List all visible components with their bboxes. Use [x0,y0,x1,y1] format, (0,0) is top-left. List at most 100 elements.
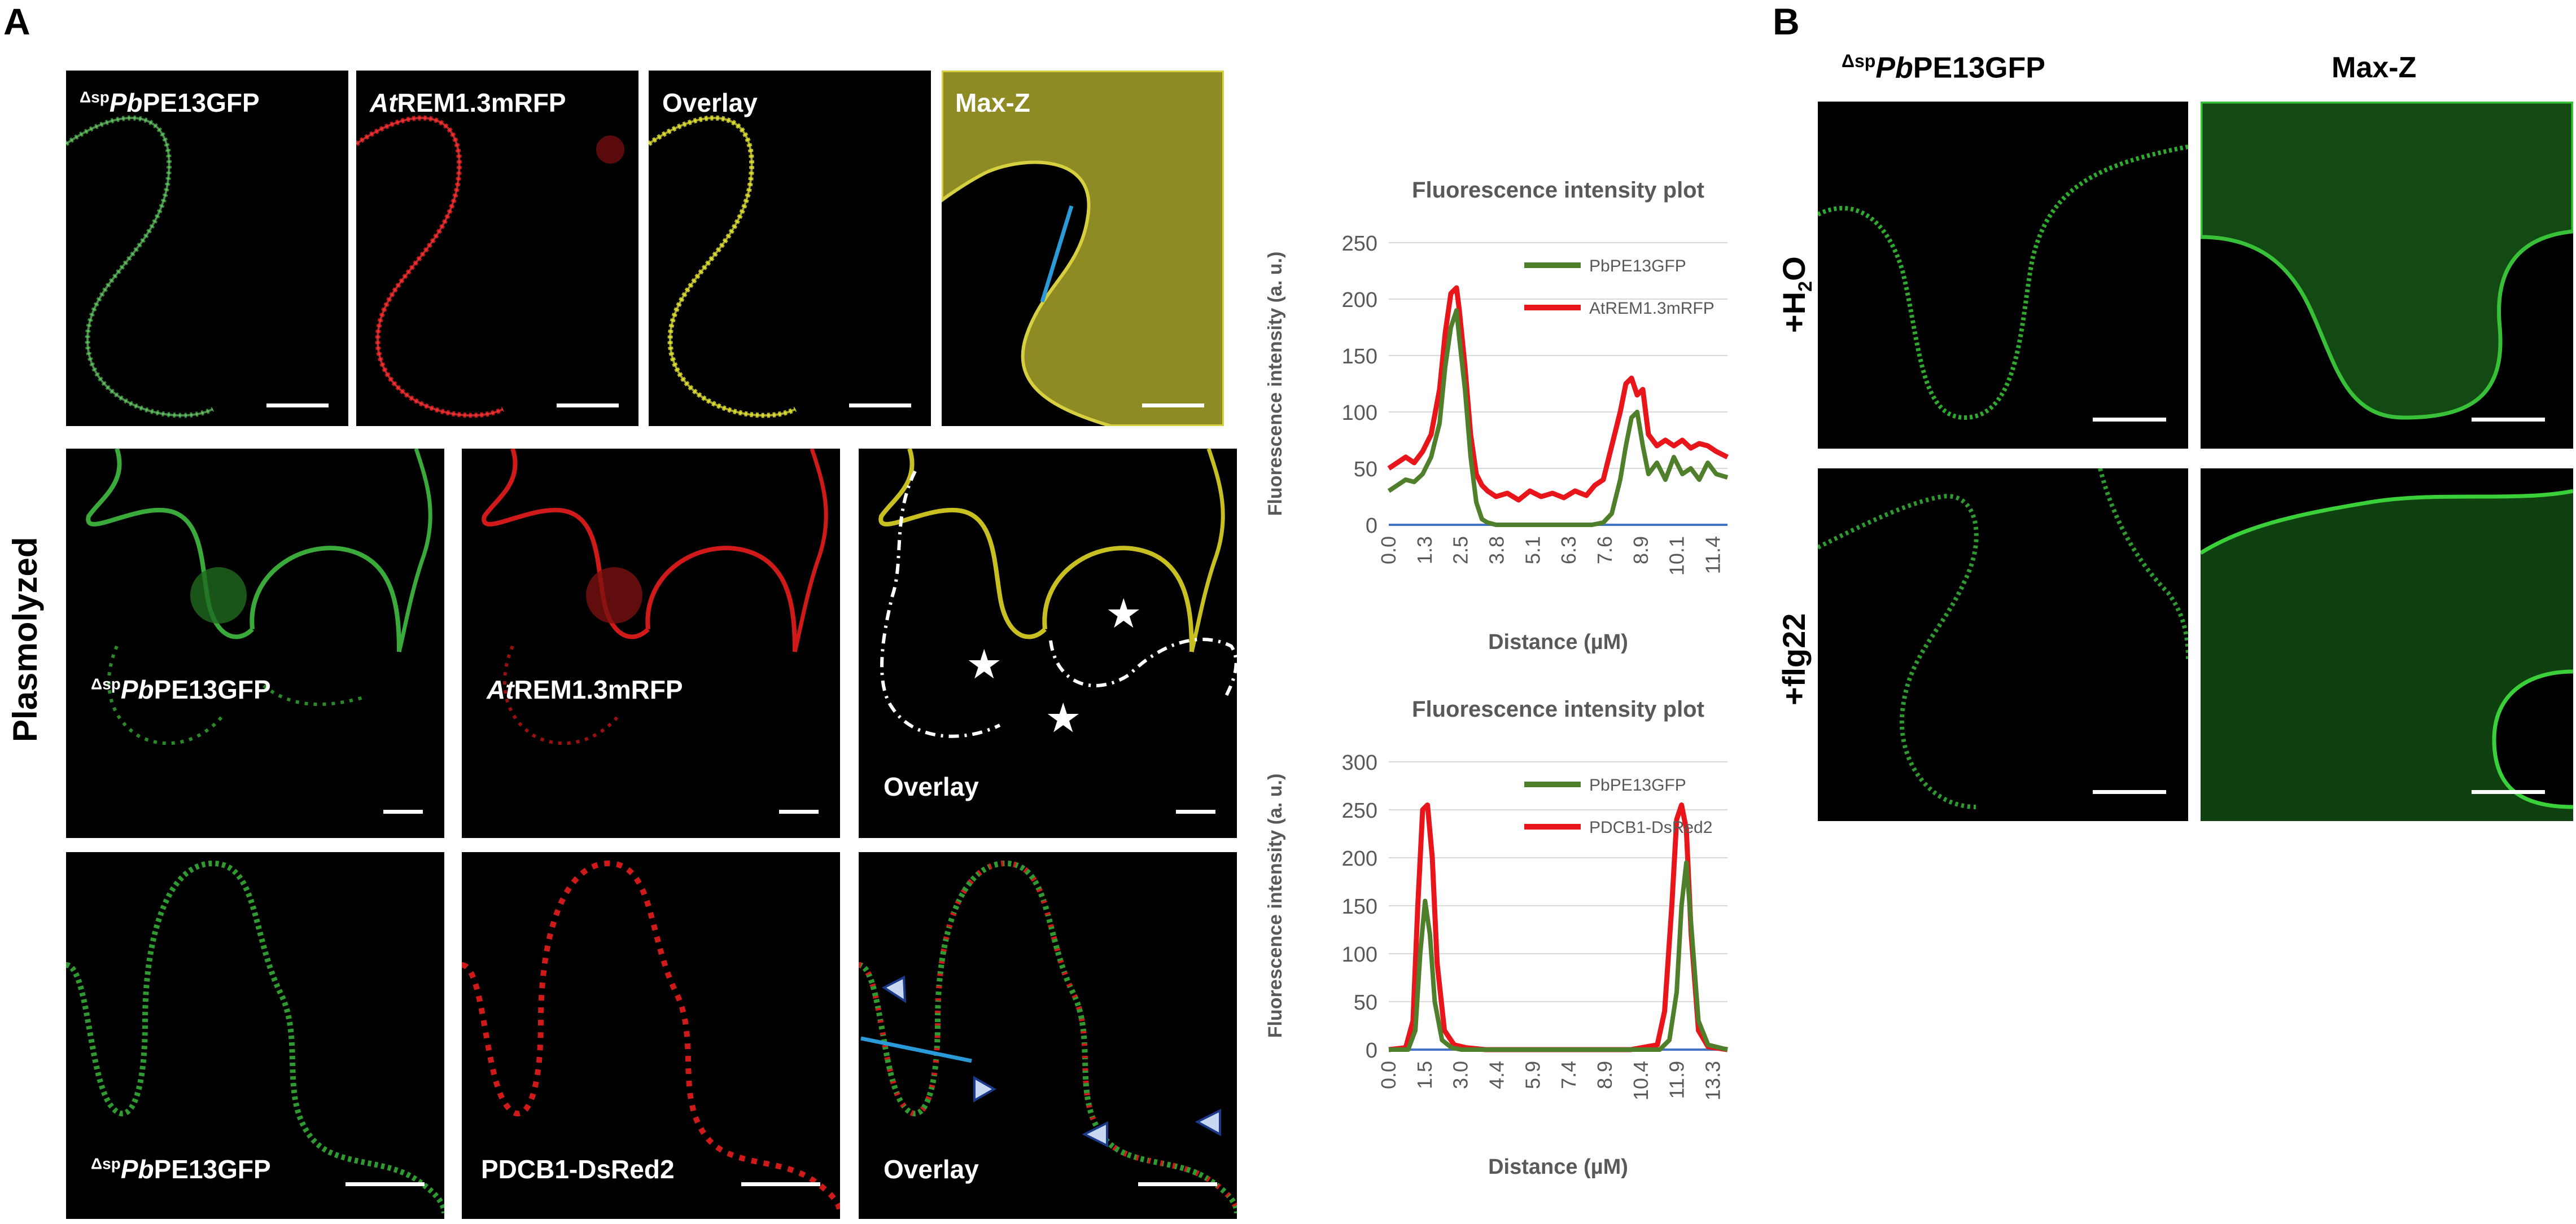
x-tick-label: 11.9 [1665,1061,1689,1099]
micrograph-r1-gfp: ΔspPbPE13GFP [66,71,348,426]
series-line-red [1388,802,1728,1052]
scale-bar [266,403,329,407]
y-tick-label: 150 [1342,345,1377,368]
plasmolyzed-cell-icon [482,449,828,745]
cell-surface-icon [942,71,1224,426]
membrane-trace-icon [356,115,624,418]
micrograph-r1-maxz: Max-Z [942,71,1224,426]
y-tick-label: 200 [1342,847,1377,871]
y-tick-label: 150 [1342,895,1377,919]
panel-letter-a: A [3,1,30,42]
chart-title: Fluorescence intensity plot [1412,178,1704,203]
scale-bar [1138,1182,1217,1186]
label-r1c1: ΔspPbPE13GFP [80,88,260,117]
label-r1c2: AtREM1.3mRFP [370,88,566,117]
legend-label: PDCB1-DsRed2 [1589,818,1712,837]
x-tick-label: 11.4 [1701,536,1724,574]
scale-bar [1142,403,1204,407]
label-r3c3: Overlay [884,1155,979,1184]
x-tick-label: 3.0 [1449,1061,1472,1089]
panel-b-col2-header: Max-Z [2332,51,2417,84]
chart-2-svg: Fluorescence intensity plot 0 50 100 150 200 2… [1265,697,1728,1179]
cell-surface-icon [2201,102,2573,420]
star-icon: ★ [1105,591,1142,637]
series-line-gfp [1387,308,1729,527]
star-icon: ★ [966,642,1003,687]
x-tick-label: 8.9 [1593,1061,1616,1089]
y-tick-label: 0 [1366,1039,1377,1063]
label-r2c2: AtREM1.3mRFP [487,675,683,704]
label-r3c2: PDCB1-DsRed2 [481,1155,675,1184]
legend-label: PbPE13GFP [1589,776,1686,795]
scale-bar [741,1182,820,1186]
plasmolyzed-cell-icon [86,449,432,745]
scale-bar [345,1182,425,1186]
y-tick-label: 50 [1354,991,1377,1015]
x-tick-label: 6.3 [1557,536,1580,564]
series-line-red [1387,285,1729,503]
cell-surface-icon [2201,489,2573,821]
x-axis-label: Distance (µM) [1488,630,1628,654]
y-axis-label: Fluorescence intensity (a. u.) [1265,252,1286,516]
x-tick-label: 0.0 [1377,536,1400,564]
plasmolyzed-cell-icon [878,449,1237,738]
scale-bar [2093,418,2166,422]
series-line-gfp [1389,860,1728,1052]
y-axis-label: Fluorescence intensity (a. u.) [1265,774,1286,1038]
label-r1c4: Max-Z [955,88,1030,117]
scale-bar [2472,790,2545,794]
membrane-trace-icon [462,860,840,1214]
chart-title: Fluorescence intensity plot [1412,697,1704,722]
membrane-trace-icon [859,860,1237,1214]
arrowhead-icon [1082,1121,1108,1148]
micrograph-b-h2o-gfp [1818,102,2188,449]
membrane-trace-icon [1818,468,2188,809]
chart-2: Fluorescence intensity plot 0 50 100 150 200 2… [1253,688,1761,1185]
micrograph-r3-overlay: Overlay [859,852,1237,1219]
row-label-plasmolyzed: Plasmolyzed [6,537,44,743]
label-r1c3: Overlay [662,88,758,117]
x-tick-label: 1.5 [1413,1061,1436,1089]
x-tick-label: 8.9 [1629,536,1652,564]
scale-bar [557,403,619,407]
legend-label: PbPE13GFP [1589,257,1686,275]
membrane-trace-icon [66,115,215,418]
scale-bar [2472,418,2545,422]
legend-label: AtREM1.3mRFP [1589,299,1715,318]
x-tick-label: 10.4 [1629,1061,1652,1100]
x-tick-label: 5.1 [1521,536,1544,564]
y-tick-label: 100 [1342,943,1377,967]
micrograph-r1-rfp: AtREM1.3mRFP [356,71,638,426]
x-tick-label: 7.6 [1593,536,1616,564]
star-icon: ★ [1045,696,1082,741]
membrane-trace-icon [1818,144,2188,420]
x-tick-label: 7.4 [1557,1061,1580,1089]
micrograph-r2-rfp: AtREM1.3mRFP [462,449,840,838]
panel-b-row1-label: +H2O [1776,256,1817,333]
arrowhead-icon [882,975,907,1003]
scale-bar [779,810,819,814]
micrograph-r3-gfp: ΔspPbPE13GFP [66,852,444,1219]
label-r2c3: Overlay [884,772,979,801]
y-tick-label: 200 [1342,288,1377,312]
micrograph-r3-rfp: PDCB1-DsRed2 [462,852,840,1219]
y-tick-label: 50 [1354,458,1377,481]
label-r3c1: ΔspPbPE13GFP [91,1155,271,1184]
micrograph-b-flg22-gfp [1818,468,2188,821]
scale-bar [1176,810,1215,814]
y-tick-label: 300 [1342,751,1377,775]
membrane-trace-icon [66,860,444,1214]
x-tick-label: 4.4 [1485,1061,1508,1089]
arrowhead-icon [973,1076,997,1103]
x-tick-label: 3.8 [1485,536,1508,564]
scale-bar [849,403,911,407]
panel-b-row2-label: +flg22 [1776,613,1812,705]
scale-bar [383,810,423,814]
micrograph-b-h2o-maxz [2201,102,2573,449]
x-tick-label: 5.9 [1521,1061,1544,1089]
panel-b-col1-header: ΔspPbPE13GFP [1842,51,2045,85]
label-r2c1: ΔspPbPE13GFP [91,675,271,704]
chart-1: Fluorescence intensity plot 0 50 100 150 200 2… [1253,169,1761,660]
y-tick-label: 250 [1342,232,1377,256]
membrane-trace-icon [649,115,797,418]
